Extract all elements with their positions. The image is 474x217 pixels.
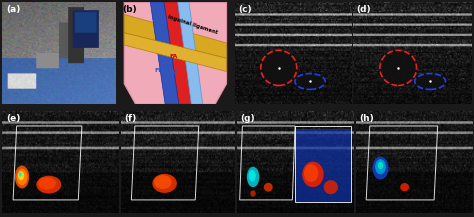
Ellipse shape	[415, 74, 446, 89]
Bar	[295, 128, 351, 202]
Text: (f): (f)	[124, 114, 137, 123]
Text: FA: FA	[169, 54, 177, 59]
Ellipse shape	[17, 169, 27, 185]
Ellipse shape	[18, 171, 24, 180]
Ellipse shape	[18, 172, 22, 177]
Ellipse shape	[304, 164, 319, 182]
Polygon shape	[124, 2, 227, 104]
Ellipse shape	[373, 157, 389, 179]
Polygon shape	[124, 14, 227, 58]
Ellipse shape	[324, 180, 338, 194]
Text: (b): (b)	[122, 5, 137, 14]
Polygon shape	[124, 33, 227, 72]
Text: FN: FN	[155, 67, 164, 72]
Ellipse shape	[250, 190, 256, 197]
Ellipse shape	[302, 162, 324, 187]
Ellipse shape	[154, 175, 172, 189]
Text: FV: FV	[169, 70, 178, 75]
Ellipse shape	[38, 177, 56, 190]
Polygon shape	[150, 2, 179, 104]
Ellipse shape	[152, 174, 177, 193]
Ellipse shape	[375, 159, 386, 174]
Ellipse shape	[400, 183, 409, 191]
Ellipse shape	[15, 166, 29, 188]
Ellipse shape	[295, 74, 325, 89]
Ellipse shape	[378, 162, 383, 169]
Ellipse shape	[247, 167, 259, 187]
Ellipse shape	[264, 183, 273, 192]
Text: (d): (d)	[356, 5, 371, 14]
Ellipse shape	[248, 170, 256, 181]
Circle shape	[380, 50, 417, 85]
Text: inguinal ligament: inguinal ligament	[167, 14, 218, 35]
Polygon shape	[178, 2, 203, 104]
Text: (e): (e)	[6, 114, 20, 123]
Ellipse shape	[36, 176, 61, 194]
Text: (a): (a)	[6, 5, 20, 14]
Text: (h): (h)	[359, 114, 374, 123]
Circle shape	[261, 50, 297, 85]
Text: (g): (g)	[240, 114, 255, 123]
Polygon shape	[164, 2, 192, 104]
Text: (c): (c)	[238, 5, 252, 14]
